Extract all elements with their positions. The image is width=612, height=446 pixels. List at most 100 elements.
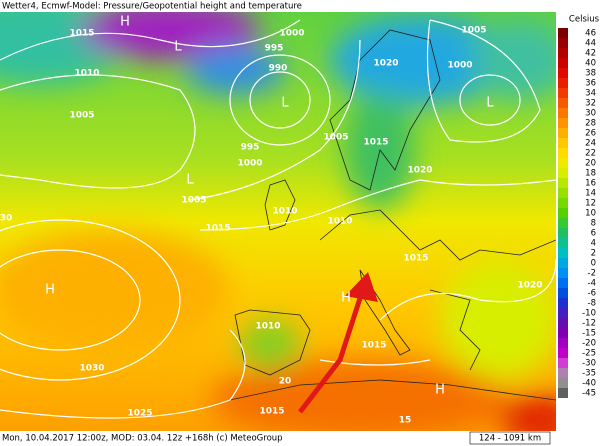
isobar-label: 1020 bbox=[517, 281, 542, 291]
isobar-label: 995 bbox=[265, 44, 284, 54]
legend-label: 0 bbox=[591, 259, 596, 269]
legend-label: 44 bbox=[585, 39, 596, 49]
legend-label: 30 bbox=[585, 109, 596, 119]
isobar-label: 30 bbox=[0, 214, 12, 224]
legend-swatch bbox=[558, 118, 568, 128]
isobar-label: 990 bbox=[269, 64, 288, 74]
pressure-center: L bbox=[281, 96, 289, 111]
legend-swatch bbox=[558, 138, 568, 148]
legend-label: 14 bbox=[585, 189, 596, 199]
isobar-label: 1005 bbox=[323, 133, 348, 143]
legend-swatch bbox=[558, 248, 568, 258]
legend-swatch bbox=[558, 108, 568, 118]
legend-label: -6 bbox=[588, 289, 596, 299]
legend-label: 6 bbox=[591, 229, 596, 239]
legend-label: 42 bbox=[585, 49, 596, 59]
legend-swatch bbox=[558, 258, 568, 268]
legend-swatch bbox=[558, 198, 568, 208]
legend-swatch bbox=[558, 228, 568, 238]
isobar-label: 1005 bbox=[461, 26, 486, 36]
legend-swatch bbox=[558, 308, 568, 318]
legend-swatch bbox=[558, 298, 568, 308]
legend-swatch bbox=[558, 358, 568, 368]
isobar-label: 15 bbox=[399, 416, 412, 426]
legend-swatch bbox=[558, 338, 568, 348]
isobar-label: 1000 bbox=[237, 159, 262, 169]
footer-bar bbox=[0, 431, 612, 446]
legend-swatch bbox=[558, 288, 568, 298]
legend-label: 2 bbox=[591, 249, 596, 259]
legend-swatch bbox=[558, 238, 568, 248]
legend-swatch bbox=[558, 68, 568, 78]
legend-label: -15 bbox=[582, 329, 596, 339]
isobar-label: 1015 bbox=[403, 254, 428, 264]
legend-swatch bbox=[558, 28, 568, 38]
isobar-label: 1015 bbox=[205, 224, 230, 234]
legend-label: -25 bbox=[582, 349, 596, 359]
legend-swatch bbox=[558, 168, 568, 178]
legend-swatch bbox=[558, 128, 568, 138]
legend-swatch bbox=[558, 58, 568, 68]
legend-swatch bbox=[558, 278, 568, 288]
legend-label: -12 bbox=[582, 319, 596, 329]
scale-box bbox=[469, 431, 551, 445]
title-bar bbox=[0, 0, 556, 12]
isobar-label: 1005 bbox=[69, 111, 94, 121]
isobar-label: 1010 bbox=[272, 207, 297, 217]
legend-label: 28 bbox=[585, 119, 596, 129]
red-arrow-head bbox=[345, 272, 378, 302]
isobar-label: 1030 bbox=[79, 364, 104, 374]
legend-label: 26 bbox=[585, 129, 596, 139]
legend-label: 38 bbox=[585, 69, 596, 79]
legend-label: -45 bbox=[582, 389, 596, 399]
legend-label: 20 bbox=[585, 159, 596, 169]
legend-swatch bbox=[558, 348, 568, 358]
legend-swatch bbox=[558, 98, 568, 108]
isobar-label: 1015 bbox=[361, 341, 386, 351]
legend-label: 22 bbox=[585, 149, 596, 159]
isobar-label: 1025 bbox=[127, 409, 152, 419]
legend-label: 16 bbox=[585, 179, 596, 189]
legend-label: -2 bbox=[588, 269, 596, 279]
legend-swatch bbox=[558, 388, 568, 398]
map-field bbox=[0, 12, 556, 431]
isobar-lines bbox=[0, 19, 556, 419]
pressure-center: L bbox=[174, 40, 182, 55]
legend-label: 40 bbox=[585, 59, 596, 69]
red-arrow-shaft bbox=[298, 291, 365, 414]
isobar-label: 1005 bbox=[181, 196, 206, 206]
legend-swatch bbox=[558, 328, 568, 338]
legend-swatch bbox=[558, 218, 568, 228]
legend-label: 18 bbox=[585, 169, 596, 179]
legend-swatch bbox=[558, 48, 568, 58]
isobar-label: 995 bbox=[241, 143, 260, 153]
legend-label: -30 bbox=[582, 359, 596, 369]
legend-label: -8 bbox=[588, 299, 596, 309]
legend-label: 32 bbox=[585, 99, 596, 109]
scale-label: 124 - 1091 km bbox=[479, 434, 541, 444]
legend-label: -35 bbox=[582, 369, 596, 379]
legend-swatch bbox=[558, 188, 568, 198]
legend-label: -4 bbox=[588, 279, 596, 289]
pressure-center: H bbox=[45, 283, 55, 298]
isobar-label: 1015 bbox=[363, 138, 388, 148]
legend-swatch bbox=[558, 318, 568, 328]
legend-label: 24 bbox=[585, 139, 596, 149]
legend-swatch bbox=[558, 378, 568, 388]
legend-swatch bbox=[558, 208, 568, 218]
legend-swatch bbox=[558, 88, 568, 98]
pressure-center: H bbox=[435, 383, 445, 398]
legend-label: 8 bbox=[591, 219, 596, 229]
isobar-label: 1010 bbox=[327, 217, 352, 227]
legend-swatch bbox=[558, 268, 568, 278]
legend-label: 4 bbox=[591, 239, 596, 249]
isobar-label: 1020 bbox=[373, 59, 398, 69]
isobar-label: 1000 bbox=[447, 61, 472, 71]
legend-title: Celsius bbox=[569, 15, 600, 25]
legend-swatch bbox=[558, 78, 568, 88]
pressure-center: H bbox=[120, 15, 130, 30]
pressure-center: L bbox=[486, 96, 494, 111]
legend-label: 46 bbox=[585, 29, 596, 39]
isobar-label: 1015 bbox=[259, 407, 284, 417]
